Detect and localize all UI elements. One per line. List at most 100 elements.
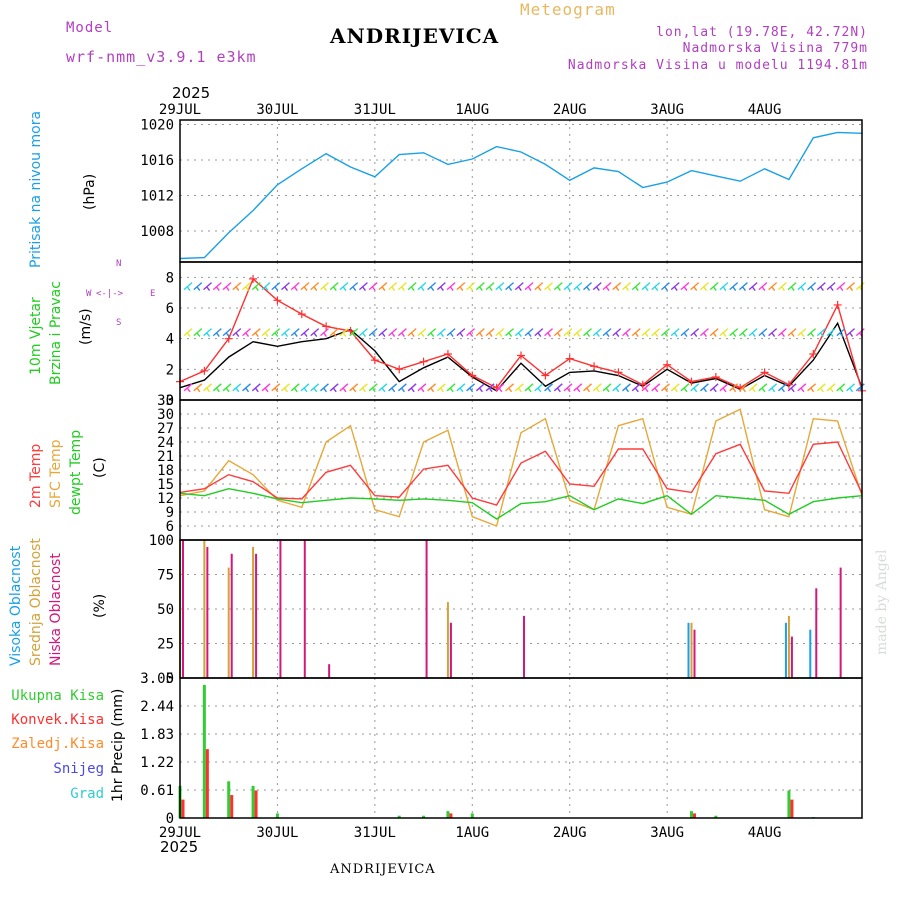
x-tick-label-bottom: 2AUG <box>553 825 587 841</box>
wind-barb <box>349 282 359 292</box>
wind-barb <box>807 383 817 393</box>
cloud-bar <box>784 622 787 678</box>
wind-barb <box>690 282 700 292</box>
wind-barb <box>212 383 222 393</box>
wind-barb <box>787 282 797 292</box>
lonlat-label: lon,lat (19.78E, 42.72N) <box>656 25 868 40</box>
wind-gust-marker <box>468 371 477 380</box>
wind-barb <box>329 328 339 338</box>
wind-barb <box>690 383 700 393</box>
wind-barb <box>719 328 729 338</box>
y-tick-label: 0.61 <box>140 783 174 799</box>
wind-barb <box>738 282 748 292</box>
precip-bar <box>202 684 206 818</box>
wind-barb <box>417 328 427 338</box>
wind-barb <box>466 383 476 393</box>
wind-barb <box>855 282 865 292</box>
y-tick-label: 25 <box>157 637 174 653</box>
wind-barb <box>310 383 320 393</box>
precip-bar <box>181 799 185 818</box>
wind-barb <box>534 383 544 393</box>
wind-barb <box>319 282 329 292</box>
y-tick-label: 6 <box>166 519 174 535</box>
wind-barb <box>709 383 719 393</box>
wind-barb <box>446 328 456 338</box>
wind-barb <box>612 383 622 393</box>
wind-barb <box>524 282 534 292</box>
wind-barb <box>456 328 466 338</box>
wind-barb <box>836 383 846 393</box>
y-tick-label: 0 <box>166 671 174 687</box>
wind-barb <box>378 328 388 338</box>
model-label: Model <box>66 20 114 36</box>
wind-barb <box>261 328 271 338</box>
wind-barb <box>699 383 709 393</box>
wind-barb <box>651 383 661 393</box>
precip-bar <box>230 795 234 818</box>
legend-snow: Snijeg <box>53 761 104 777</box>
wind-barb <box>222 282 232 292</box>
wind-barb <box>212 282 222 292</box>
wind-barb <box>349 328 359 338</box>
x-tick-label-bottom: 29JUL <box>159 825 201 841</box>
meteogram-label: Meteogram <box>520 0 616 19</box>
wind-barb <box>573 383 583 393</box>
wind-barb <box>436 328 446 338</box>
wind-gust-marker <box>687 377 696 386</box>
wind-barb <box>368 383 378 393</box>
wind-barb <box>855 328 865 338</box>
wind-barb <box>232 328 242 338</box>
wind-barb <box>193 282 203 292</box>
wind-barb <box>456 383 466 393</box>
wind-barb <box>719 282 729 292</box>
cloud-bar <box>182 540 184 678</box>
y-tick-label: 1012 <box>140 188 174 204</box>
wind-barb <box>203 383 213 393</box>
x-tick-label-top: 1AUG <box>455 102 489 118</box>
wind-barb <box>203 282 213 292</box>
precip-bar <box>449 813 453 818</box>
y-tick-label: 0 <box>166 393 174 409</box>
footer-location: ANDRIJEVICA <box>330 862 436 877</box>
cloud-bar <box>523 615 525 678</box>
wind-barb <box>729 383 739 393</box>
year-top: 2025 <box>172 84 211 102</box>
wind-barb <box>222 383 232 393</box>
wind-barb <box>485 383 495 393</box>
wind-barb <box>290 328 300 338</box>
y-tick-label: 1008 <box>140 224 174 240</box>
temp-2m-line <box>179 441 863 506</box>
x-tick-label-bottom: 1AUG <box>455 825 489 841</box>
wind-barb <box>349 383 359 393</box>
wind-barb <box>602 282 612 292</box>
wind-barb <box>836 282 846 292</box>
wind-barb <box>397 282 407 292</box>
wind-barb <box>592 328 602 338</box>
wind-barb <box>846 328 856 338</box>
panel-frame <box>179 677 863 819</box>
wind-barb <box>446 282 456 292</box>
cloud-bar <box>687 622 690 678</box>
wind-barb <box>660 328 670 338</box>
wind-gust-marker <box>711 373 720 381</box>
wind-gust-marker <box>590 362 599 371</box>
wind-barb <box>583 328 592 338</box>
wind-barb <box>183 383 193 393</box>
wind-barb <box>456 282 466 292</box>
precip-bar <box>275 813 279 818</box>
wind-barb <box>378 383 388 393</box>
wind-gust-marker <box>419 357 428 366</box>
wind-barb <box>495 282 505 292</box>
wind-gust-marker <box>322 322 331 331</box>
wind-gust-marker <box>565 354 574 363</box>
x-tick-label-top: 3AUG <box>650 102 684 118</box>
y-tick-label: 2 <box>166 362 174 378</box>
wind-gust-marker <box>273 296 282 305</box>
temp-dew-line <box>179 487 863 520</box>
wind-barb <box>768 328 778 338</box>
x-tick-label-bottom: 30JUL <box>256 825 298 841</box>
x-tick-label-bottom: 4AUG <box>748 825 782 841</box>
wind-barb <box>544 328 554 338</box>
cloud-bar <box>446 602 449 678</box>
compass-arrows: <-|-> <box>96 289 124 299</box>
